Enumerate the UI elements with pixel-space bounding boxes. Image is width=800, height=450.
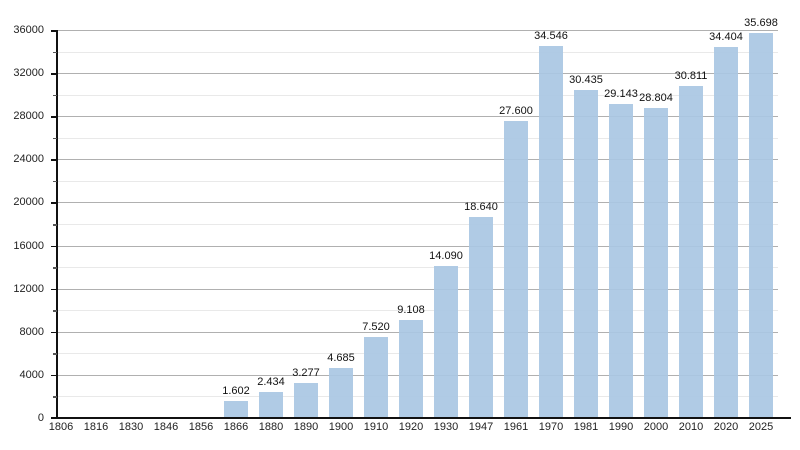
major-tick-24000: [51, 159, 57, 161]
major-tick-12000: [51, 288, 57, 291]
bar-value-label-2025: 35.698: [744, 17, 778, 30]
bar-value-label-1900: 4.685: [327, 351, 355, 364]
bar-value-label-1961: 27.600: [499, 104, 533, 117]
x-axis-label-1856: 1856: [188, 421, 214, 433]
x-axis-label-1970: 1970: [538, 421, 564, 433]
y-axis-label-32000: 32000: [13, 67, 44, 80]
major-tick-32000: [51, 73, 57, 75]
gridline-10000: [57, 310, 778, 312]
minor-tick-18000: [53, 224, 57, 226]
y-axis-label-20000: 20000: [13, 196, 44, 209]
x-axis-label-1947: 1947: [468, 421, 494, 433]
x-axis-label-2000: 2000: [643, 421, 669, 433]
x-axis-label-2020: 2020: [713, 421, 739, 433]
y-axis-label-36000: 36000: [13, 24, 44, 36]
bars-layer: 1.602 2.434 3.277 4.685 7.520 9.108 14.090 18.6…: [57, 17, 778, 418]
y-axis-label-4000: 4000: [19, 368, 44, 381]
major-tick-28000: [51, 116, 57, 118]
bar-1880: [259, 391, 283, 418]
bar-1947: [469, 217, 493, 418]
bar-1900: [329, 367, 353, 418]
major-tick-16000: [51, 245, 57, 248]
y-axis-label-28000: 28000: [13, 110, 44, 123]
minor-tick-34000: [53, 51, 57, 54]
bar-2020: [714, 47, 738, 418]
gridline-12000: [57, 288, 778, 290]
bar-1990: [609, 103, 633, 418]
x-axis-label-1910: 1910: [363, 421, 389, 433]
x-axis-label-1920: 1920: [398, 421, 424, 433]
bar-value-label-1866: 1.602: [222, 384, 250, 397]
major-tick-8000: [51, 331, 57, 334]
minor-tick-6000: [53, 353, 57, 355]
bar-value-label-2020: 34.404: [709, 31, 743, 44]
x-axis-label-1981: 1981: [573, 421, 599, 433]
x-axis-label-1866: 1866: [223, 421, 249, 433]
bar-value-label-1880: 2.434: [257, 375, 285, 388]
x-axis-label-1890: 1890: [293, 421, 319, 433]
x-axis-label-1830: 1830: [118, 421, 144, 433]
bar-1890: [294, 382, 318, 418]
bar-value-label-1920: 9.108: [397, 303, 425, 316]
y-axis-label-16000: 16000: [13, 239, 44, 252]
minor-tick-14000: [53, 267, 57, 269]
bar-1920: [399, 319, 423, 418]
major-tick-4000: [51, 374, 57, 377]
major-tick-36000: [51, 30, 57, 32]
major-tick-20000: [51, 202, 57, 204]
gridline-30000: [57, 94, 778, 96]
x-axis-label-2025: 2025: [748, 421, 774, 433]
minor-tick-2000: [53, 396, 57, 398]
bar-value-label-2010: 30.811: [674, 69, 708, 82]
minor-tick-10000: [53, 310, 57, 312]
bar-2010: [679, 85, 703, 418]
x-axis-label-1900: 1900: [328, 421, 354, 433]
gridline-28000: [57, 116, 778, 118]
gridline-26000: [57, 137, 778, 139]
bar-2000: [644, 107, 668, 418]
gridline-18000: [57, 224, 778, 225]
bar-1970: [539, 45, 563, 418]
bar-value-label-1990: 29.143: [604, 87, 638, 100]
y-axis-label-12000: 12000: [13, 282, 44, 295]
bar-value-label-2000: 28.804: [639, 91, 673, 104]
minor-tick-22000: [53, 180, 57, 183]
x-axis-label-1930: 1930: [433, 421, 459, 433]
minor-tick-30000: [53, 94, 57, 97]
plot-area: 1.602 2.434 3.277 4.685 7.520 9.108 14.090 18.6…: [57, 17, 778, 418]
bar-1910: [364, 336, 388, 418]
x-axis-label-1846: 1846: [153, 421, 179, 433]
gridline-32000: [57, 73, 778, 75]
bar-value-label-1947: 18.640: [464, 201, 498, 214]
y-axis-label-24000: 24000: [13, 153, 44, 166]
gridline-36000: [57, 30, 778, 31]
bar-value-label-1890: 3.277: [292, 366, 320, 379]
x-axis-label-2010: 2010: [678, 421, 704, 433]
bar-1930: [434, 266, 458, 418]
x-axis-label-1990: 1990: [608, 421, 634, 433]
bar-1961: [504, 120, 528, 418]
bar-1981: [574, 89, 598, 418]
gridline-14000: [57, 267, 778, 269]
minor-tick-26000: [53, 137, 57, 140]
y-axis-label-8000: 8000: [19, 325, 44, 338]
gridline-22000: [57, 180, 778, 182]
bar-value-label-1981: 30.435: [569, 73, 603, 86]
x-axis-label-1816: 1816: [83, 421, 109, 433]
gridline-16000: [57, 245, 778, 247]
bar-1866: [224, 400, 248, 418]
x-axis-line: [51, 417, 791, 419]
bar-value-label-1910: 7.520: [362, 320, 390, 333]
x-axis-label-1961: 1961: [503, 421, 529, 433]
y-axis-label-0: 0: [37, 412, 44, 424]
gridline-20000: [57, 202, 778, 204]
bar-2025: [749, 33, 773, 418]
x-axis-label-1806: 1806: [48, 421, 74, 433]
x-axis-label-1880: 1880: [258, 421, 284, 433]
bar-value-label-1970: 34.546: [534, 29, 568, 42]
gridline-34000: [57, 51, 778, 53]
bar-value-label-1930: 14.090: [429, 250, 463, 263]
gridline-24000: [57, 159, 778, 161]
